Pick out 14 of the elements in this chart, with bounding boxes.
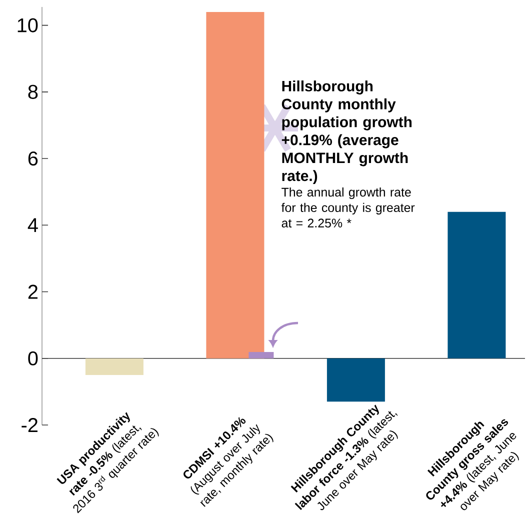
bar: [248, 352, 274, 358]
y-tick-label: 4: [28, 218, 38, 232]
y-tick-label: -2: [22, 418, 38, 432]
y-tick-label: 10: [18, 18, 38, 32]
y-tick-label: 2: [28, 284, 38, 299]
bar: [448, 212, 506, 358]
bar: [85, 358, 144, 376]
annotation: The annual growth rate for the county is greater at = 2.25% *: [281, 187, 415, 228]
bar: [326, 358, 385, 402]
bar: [206, 12, 264, 358]
y-tick-label: 8: [28, 84, 38, 99]
y-tick-label: 6: [28, 151, 38, 166]
y-tick-label: 0: [28, 351, 38, 366]
annotation: Hillsborough County monthly population growth +0.19% (average MONTHLY growth rate.): [282, 80, 412, 184]
